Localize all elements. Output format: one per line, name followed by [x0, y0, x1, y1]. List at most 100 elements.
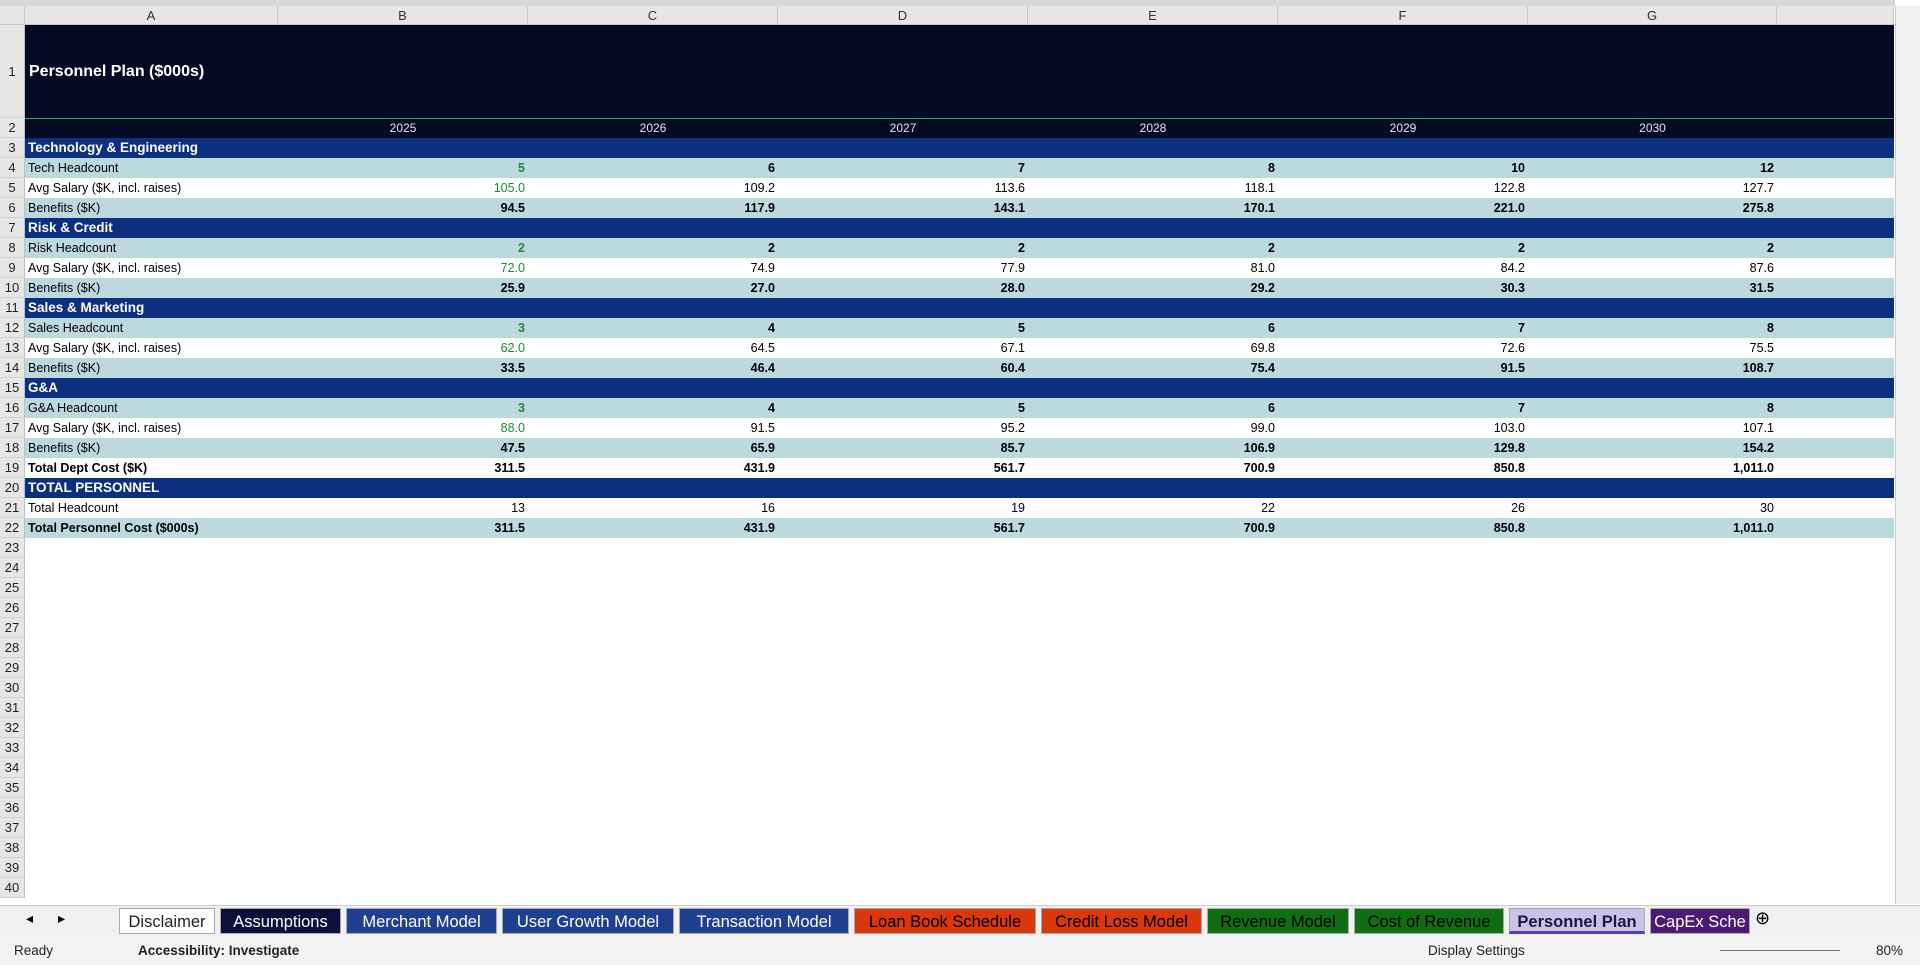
- sheet-tabs: ◂ ▸ ⊕ Disclaimer Assumptions Merchant Mode…: [0, 905, 1920, 936]
- tab-add[interactable]: ⊕: [1755, 908, 1771, 928]
- sheet-tab[interactable]: Assumptions: [220, 908, 341, 934]
- value-cell: 127.7: [1742, 181, 1774, 195]
- row-label: Risk Headcount: [28, 241, 117, 255]
- row-header: 34: [0, 758, 25, 778]
- value-cell: 275.8: [1742, 201, 1774, 215]
- row-label: Benefits ($K): [28, 361, 101, 375]
- value-cell: 95.2: [1000, 421, 1025, 435]
- value-cell: 700.9: [1243, 461, 1275, 475]
- year-label: 2028: [1139, 121, 1167, 135]
- value-cell: 88.0: [500, 421, 525, 435]
- value-cell: 3: [518, 321, 525, 335]
- row-header: 25: [0, 578, 25, 598]
- year-label: 2029: [1389, 121, 1417, 135]
- value-cell: 221.0: [1493, 201, 1525, 215]
- value-cell: 2: [1268, 241, 1275, 255]
- value-cell: 5: [518, 161, 525, 175]
- row-header: 14: [0, 358, 25, 378]
- value-cell: 108.7: [1742, 361, 1774, 375]
- row-header: 32: [0, 718, 25, 738]
- row-header: 9: [0, 258, 25, 278]
- sheet-tab[interactable]: CapEx Sche: [1650, 908, 1750, 934]
- column-header: G: [1528, 6, 1777, 25]
- value-cell: 109.2: [743, 181, 775, 195]
- row-header: 12: [0, 318, 25, 338]
- display-settings[interactable]: Display Settings: [1428, 943, 1525, 958]
- value-cell: 84.2: [1500, 261, 1525, 275]
- row-label: Total Headcount: [28, 501, 119, 515]
- value-cell: 65.9: [750, 441, 775, 455]
- value-cell: 561.7: [993, 461, 1025, 475]
- status-bar: Ready Accessibility: Investigate Display…: [0, 936, 1920, 965]
- top-strip: [0, 0, 1895, 6]
- zoom-level[interactable]: 80%: [1876, 943, 1904, 958]
- value-cell: 431.9: [743, 521, 775, 535]
- row-header: 11: [0, 298, 25, 318]
- row-band: [25, 178, 1894, 198]
- value-cell: 47.5: [500, 441, 525, 455]
- value-cell: 311.5: [494, 521, 525, 535]
- row-header: 39: [0, 858, 25, 878]
- value-cell: 8: [1268, 161, 1275, 175]
- sheet-tab[interactable]: User Growth Model: [502, 908, 674, 934]
- value-cell: 3: [518, 401, 525, 415]
- row-header: 21: [0, 498, 25, 518]
- row-band: [25, 358, 1894, 378]
- value-cell: 30: [1760, 501, 1774, 515]
- row-header: 24: [0, 558, 25, 578]
- value-cell: 91.5: [750, 421, 775, 435]
- value-cell: 28.0: [1000, 281, 1025, 295]
- tab-next[interactable]: ▸: [58, 910, 66, 926]
- row-label: G&A Headcount: [28, 401, 118, 415]
- zoom-slider[interactable]: [1720, 950, 1840, 951]
- sheet-tab[interactable]: Cost of Revenue: [1354, 908, 1504, 934]
- row-header: 2: [0, 118, 25, 138]
- value-cell: 431.9: [743, 461, 775, 475]
- row-band: [25, 498, 1894, 518]
- row-label: Tech Headcount: [28, 161, 119, 175]
- row-header: 10: [0, 278, 25, 298]
- value-cell: 5: [1018, 401, 1025, 415]
- value-cell: 75.4: [1250, 361, 1275, 375]
- sheet-tab[interactable]: Revenue Model: [1207, 908, 1349, 934]
- corner: [0, 6, 25, 25]
- accessibility-status[interactable]: Accessibility: Investigate: [138, 943, 300, 958]
- column-header: D: [778, 6, 1028, 25]
- value-cell: 62.0: [500, 341, 525, 355]
- row-header: 40: [0, 878, 25, 898]
- value-cell: 118.1: [1244, 181, 1275, 195]
- value-cell: 8: [1767, 401, 1774, 415]
- sheet-tab[interactable]: Credit Loss Model: [1041, 908, 1202, 934]
- value-cell: 850.8: [1493, 521, 1525, 535]
- value-cell: 107.1: [1742, 421, 1774, 435]
- value-cell: 143.1: [993, 201, 1025, 215]
- year-label: 2026: [639, 121, 667, 135]
- row-header: 18: [0, 438, 25, 458]
- value-cell: 6: [768, 161, 775, 175]
- value-cell: 2: [1518, 241, 1525, 255]
- row-header: 15: [0, 378, 25, 398]
- sheet-tab[interactable]: Personnel Plan: [1509, 908, 1645, 934]
- vertical-scrollbar[interactable]: [1895, 6, 1920, 904]
- value-cell: 74.9: [750, 261, 775, 275]
- row-header: 28: [0, 638, 25, 658]
- value-cell: 4: [768, 401, 775, 415]
- sheet-tab[interactable]: Merchant Model: [346, 908, 497, 934]
- value-cell: 13: [511, 501, 525, 515]
- year-band: [25, 118, 1894, 138]
- value-cell: 105.0: [493, 181, 525, 195]
- year-label: 2027: [889, 121, 917, 135]
- row-band: [25, 338, 1894, 358]
- sheet-tab[interactable]: Loan Book Schedule: [854, 908, 1036, 934]
- row-header: 17: [0, 418, 25, 438]
- value-cell: 60.4: [1000, 361, 1025, 375]
- section-header: Technology & Engineering: [25, 138, 1894, 158]
- value-cell: 117.9: [744, 201, 775, 215]
- value-cell: 170.1: [1243, 201, 1275, 215]
- value-cell: 10: [1511, 161, 1525, 175]
- sheet-tab[interactable]: Disclaimer: [119, 908, 215, 934]
- value-cell: 6: [1268, 321, 1275, 335]
- tab-prev[interactable]: ◂: [26, 910, 34, 926]
- sheet-tab[interactable]: Transaction Model: [679, 908, 849, 934]
- row-band: [25, 238, 1894, 258]
